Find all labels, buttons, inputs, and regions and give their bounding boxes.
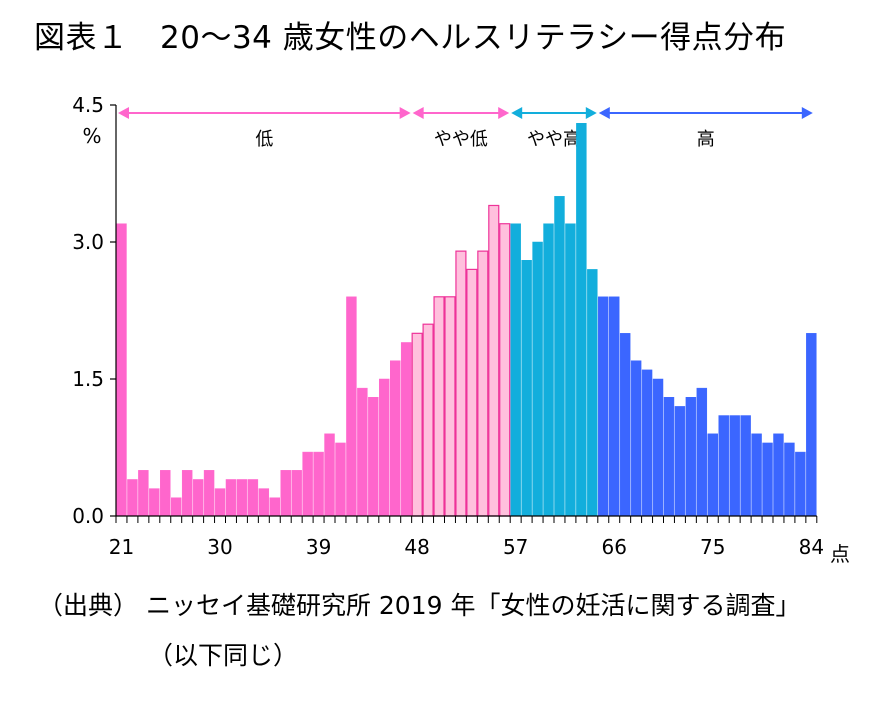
- x-tick-label: 75: [700, 535, 725, 559]
- band-label: 高: [697, 129, 715, 150]
- bar-score-42: [346, 296, 357, 517]
- bar-score-28: [192, 479, 204, 517]
- bar-score-61: [554, 196, 565, 517]
- bar-score-59: [532, 241, 543, 517]
- bar-score-69: [641, 369, 653, 517]
- bar-score-78: [740, 415, 751, 517]
- band-arrow-0: [118, 107, 411, 119]
- bar-score-82: [784, 442, 795, 517]
- bar-score-52: [455, 250, 467, 517]
- bar-score-77: [729, 415, 740, 517]
- y-axis-unit: %: [82, 124, 101, 148]
- band-arrow-1: [412, 107, 510, 119]
- bar-score-27: [181, 470, 193, 517]
- bar-score-49: [422, 323, 434, 517]
- bar-score-79: [751, 433, 762, 517]
- x-axis-unit: 点: [830, 542, 850, 566]
- x-tick-label: 48: [404, 535, 429, 559]
- bar-score-47: [400, 342, 412, 517]
- bar-score-41: [335, 442, 346, 517]
- bar-score-73: [685, 397, 697, 517]
- band-arrow-2: [511, 107, 597, 119]
- y-tick-label: 3.0: [72, 230, 104, 254]
- x-tick-label: 84: [799, 535, 824, 559]
- bar-score-34: [258, 488, 270, 517]
- bar-score-70: [652, 378, 664, 517]
- bar-score-43: [357, 387, 368, 517]
- bar-score-29: [203, 470, 215, 517]
- bar-score-75: [707, 433, 718, 517]
- bar-score-55: [488, 204, 500, 517]
- y-tick-label: 1.5: [72, 367, 104, 391]
- bar-score-24: [149, 488, 160, 517]
- x-tick-label: 66: [601, 535, 626, 559]
- chart-title: 図表１ 20～34 歳女性のヘルスリテラシー得点分布: [34, 20, 787, 56]
- bar-score-45: [379, 378, 390, 517]
- band-arrow-3: [598, 107, 813, 119]
- bar-score-33: [247, 479, 259, 517]
- bar-score-36: [280, 470, 291, 517]
- band-label: 低: [255, 129, 273, 150]
- bar-score-63: [576, 123, 587, 517]
- bar-score-67: [619, 333, 631, 517]
- bar-score-32: [236, 479, 248, 517]
- bar-score-76: [718, 415, 729, 517]
- bar-score-21: [116, 223, 127, 517]
- bar-score-80: [762, 442, 773, 517]
- bar-score-81: [773, 433, 784, 517]
- bar-score-56: [499, 223, 511, 517]
- bar-score-23: [138, 470, 149, 517]
- source-note-sub: （以下同じ）: [148, 641, 299, 670]
- bar-score-60: [543, 223, 554, 517]
- bar-score-57: [510, 223, 521, 517]
- bar-score-51: [444, 296, 456, 517]
- bar-score-58: [521, 260, 532, 517]
- y-tick-label: 4.5: [72, 93, 104, 117]
- source-note: （出典） ニッセイ基礎研究所 2019 年「女性の妊活に関する調査」: [38, 591, 801, 620]
- bar-score-54: [477, 250, 489, 517]
- bar-score-65: [598, 296, 609, 517]
- bar-score-64: [587, 269, 598, 517]
- bar-score-31: [225, 479, 237, 517]
- x-tick-label: 30: [207, 535, 232, 559]
- bar-score-46: [390, 360, 401, 517]
- bar-score-66: [609, 296, 620, 517]
- bar-score-37: [291, 470, 302, 517]
- bar-score-44: [368, 397, 379, 517]
- bar-score-68: [630, 360, 642, 517]
- band-label: やや高: [527, 129, 581, 150]
- bar-score-39: [313, 451, 324, 517]
- band-label: やや低: [434, 129, 488, 150]
- bar-score-50: [433, 296, 445, 517]
- bar-score-62: [565, 223, 576, 517]
- x-tick-label: 39: [306, 535, 331, 559]
- bar-score-53: [466, 268, 478, 517]
- bar-score-71: [663, 397, 675, 517]
- bar-score-30: [214, 488, 226, 517]
- bar-score-38: [302, 451, 313, 517]
- bar-score-25: [160, 470, 171, 517]
- bar-score-40: [324, 433, 335, 517]
- bar-score-83: [795, 451, 806, 517]
- bar-score-35: [269, 497, 280, 517]
- bar-score-48: [411, 332, 423, 517]
- bar-score-84: [806, 333, 817, 517]
- bar-score-74: [696, 387, 708, 517]
- x-tick-label: 57: [503, 535, 528, 559]
- bar-score-26: [171, 497, 182, 517]
- bar-score-22: [127, 479, 138, 517]
- y-tick-label: 0.0: [72, 504, 104, 528]
- bar-score-72: [674, 406, 686, 517]
- x-tick-label: 21: [109, 535, 134, 559]
